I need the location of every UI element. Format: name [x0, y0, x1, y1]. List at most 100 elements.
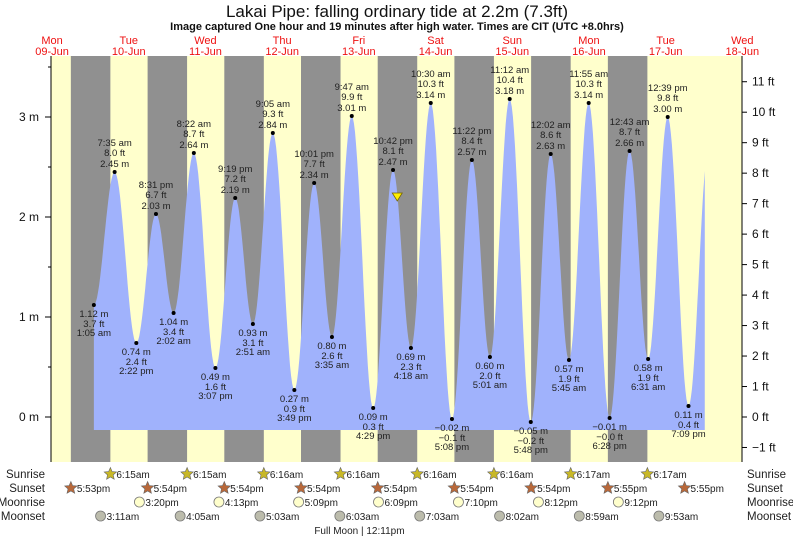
high-tide-ft: 7.2 ft [225, 174, 246, 185]
low-tide-ft: 0.4 ft [678, 420, 699, 431]
day-label-dow: Tue [656, 35, 675, 47]
day-label-date: 11-Jun [189, 46, 222, 58]
low-tide-ft: 0.9 ft [284, 404, 305, 415]
right-tick-label: 1 ft [752, 380, 769, 394]
high-tide-point [270, 131, 275, 135]
low-tide-m: 0.93 m [238, 328, 267, 339]
high-tide-m: 2.19 m [221, 185, 250, 196]
low-tide-m: 0.11 m [674, 410, 702, 421]
low-tide-ft: 3.4 ft [163, 327, 184, 338]
day-labels: Mon09-JunTue10-JunWed11-JunThu12-JunFri1… [35, 35, 759, 58]
high-tide-ft: 10.3 ft [575, 79, 602, 90]
high-tide-ft: 8.4 ft [461, 136, 482, 147]
low-tide-m: 0.69 m [396, 352, 425, 363]
low-tide-point [566, 358, 571, 362]
high-tide-point [349, 114, 354, 118]
moonset-time: 3:11am [107, 512, 140, 523]
sunset-star-icon [447, 480, 462, 494]
high-tide-point [548, 152, 553, 156]
high-tide-point [391, 168, 396, 172]
high-tide-time: 10:01 pm [294, 149, 334, 160]
high-tide-point [627, 149, 632, 153]
day-label-date: 16-Jun [572, 46, 606, 58]
low-tide-point [686, 404, 691, 408]
sunrise-row-label-right: Sunrise [747, 469, 786, 481]
moonrise-moon-icon [134, 496, 145, 508]
sunset-time: 5:55pm [614, 484, 647, 495]
high-tide-point [191, 151, 196, 155]
moonrise-moon-icon [213, 496, 225, 508]
low-tide-ft: 2.4 ft [126, 357, 147, 368]
high-tide-ft: 9.9 ft [341, 92, 362, 103]
low-tide-ft: 2.3 ft [400, 362, 421, 373]
moonrise-moon-icon [533, 496, 544, 508]
right-tick-label: 6 ft [752, 227, 769, 241]
high-tide-time: 12:43 am [610, 117, 650, 128]
high-tide-point [112, 170, 117, 174]
high-tide-ft: 8.6 ft [540, 130, 561, 141]
low-tide-time: 2:51 am [236, 347, 270, 358]
high-tide-ft: 10.3 ft [418, 79, 445, 90]
right-tick-label: 5 ft [752, 258, 769, 272]
low-tide-time: 4:18 am [394, 371, 428, 382]
right-tick-label: 3 ft [752, 319, 769, 333]
low-tide-m: 1.04 m [159, 317, 188, 328]
low-tide-time: 5:45 am [552, 383, 586, 394]
day-label-date: 17-Jun [649, 46, 683, 58]
sunrise-time: 6:16am [423, 470, 456, 481]
sunrise-star-icon [333, 466, 348, 480]
moonset-time: 8:02am [506, 512, 539, 523]
low-tide-time: 5:08 pm [435, 442, 469, 453]
current-tide-marker [391, 192, 403, 202]
low-tide-point [134, 341, 139, 345]
high-tide-time: 7:35 am [97, 138, 131, 149]
day-label-dow: Thu [273, 35, 292, 47]
high-tide-m: 3.14 m [574, 90, 603, 101]
high-tide-m: 2.66 m [615, 138, 644, 149]
sunrise-time: 6:16am [500, 470, 533, 481]
high-tide-time: 12:02 am [531, 120, 571, 131]
low-tide-time: 3:07 pm [198, 391, 232, 402]
low-tide-time: 4:29 pm [356, 431, 390, 442]
high-tide-point [428, 101, 433, 105]
day-label-date: 13-Jun [342, 46, 376, 58]
low-tide-time: 3:49 pm [277, 413, 311, 424]
moonset-time: 7:03am [426, 512, 459, 523]
low-tide-point [646, 357, 651, 361]
low-tide-time: 2:02 am [156, 336, 190, 347]
low-tide-m: 0.58 m [634, 363, 663, 374]
high-tide-time: 8:22 am [177, 119, 211, 130]
right-tick-label: −1 ft [752, 440, 776, 454]
high-tide-time: 11:12 am [490, 65, 529, 76]
day-label-date: 18-Jun [726, 46, 760, 58]
low-tide-ft: −0.0 ft [596, 432, 623, 443]
low-tide-m: −0.02 m [435, 423, 470, 434]
low-tide-ft: 1.6 ft [205, 382, 226, 393]
low-tide-ft: −0.2 ft [517, 436, 544, 447]
high-tide-m: 2.03 m [141, 201, 170, 212]
sunrise-time: 6:16am [347, 470, 380, 481]
low-tide-point [371, 406, 376, 410]
sunrise-time: 6:17am [653, 470, 686, 481]
high-tide-ft: 7.7 ft [304, 159, 325, 170]
low-tide-ft: 2.0 ft [479, 371, 500, 382]
low-tide-m: 0.60 m [475, 361, 504, 372]
moonrise-moon-icon [612, 496, 624, 508]
low-tide-ft: −0.1 ft [439, 433, 466, 444]
sunset-time: 5:55pm [691, 484, 724, 495]
high-tide-m: 2.45 m [100, 159, 129, 170]
high-tide-time: 12:39 pm [648, 83, 688, 94]
moonset-moon-icon [653, 510, 665, 522]
moonrise-time: 7:10pm [464, 498, 497, 509]
tide-area [93, 99, 705, 430]
day-label-dow: Tue [119, 35, 138, 47]
low-tide-ft: 3.1 ft [242, 338, 263, 349]
sunset-time: 5:54pm [384, 484, 417, 495]
moonset-row-label: Moonset [1, 511, 46, 523]
sunrise-time: 6:15am [116, 470, 149, 481]
sunset-star-icon [140, 480, 155, 494]
high-tide-ft: 8.0 ft [104, 148, 125, 159]
low-tide-time: 2:22 pm [119, 366, 153, 377]
moonrise-time: 3:20pm [145, 498, 178, 509]
high-tide-ft: 9.3 ft [262, 109, 283, 120]
